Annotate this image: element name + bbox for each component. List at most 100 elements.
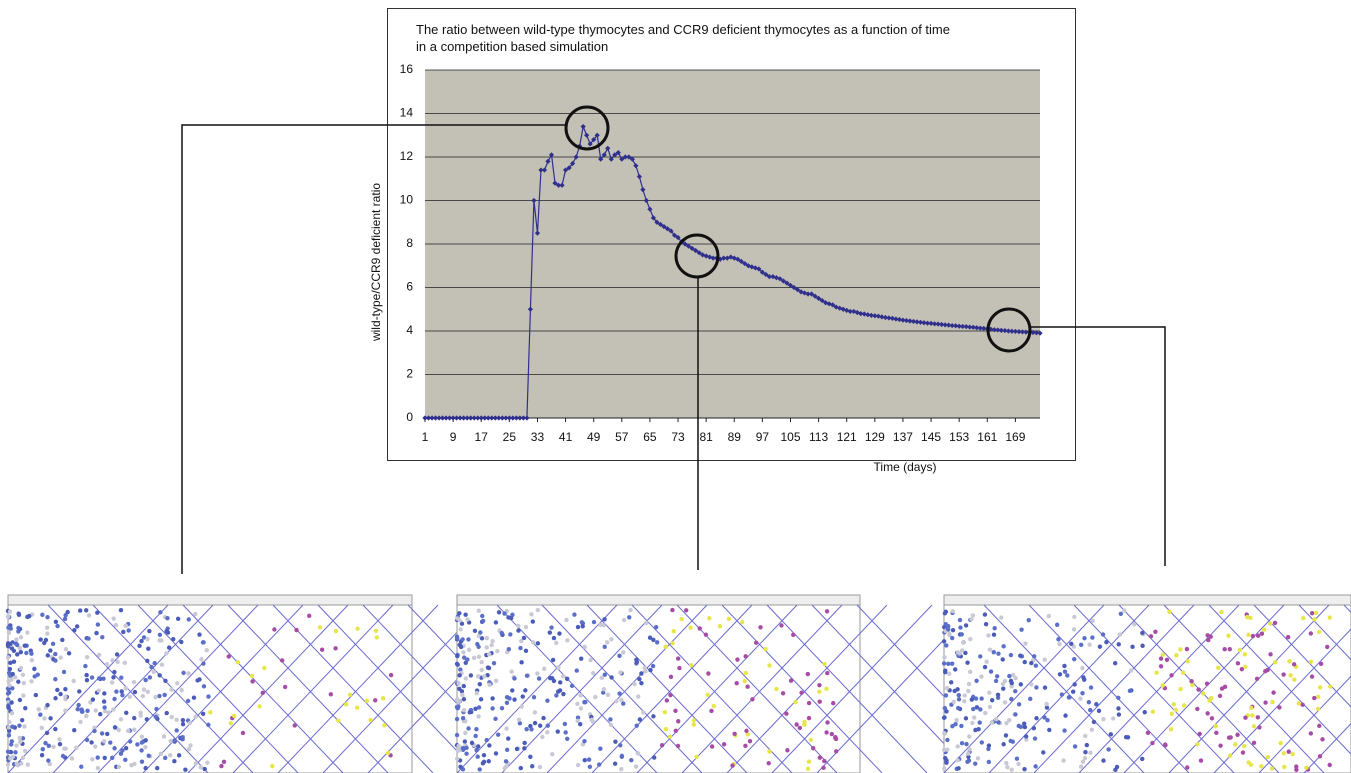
cell: [475, 674, 481, 679]
cell: [1018, 724, 1024, 730]
cell: [621, 650, 626, 655]
cell: [767, 663, 772, 668]
cell: [558, 680, 563, 685]
cell: [159, 662, 165, 667]
data-point: [953, 323, 959, 329]
cell: [675, 743, 681, 749]
cell: [824, 609, 830, 614]
vessel: [943, 604, 1105, 773]
cell: [1044, 705, 1050, 710]
data-point: [562, 167, 569, 173]
x-tick-label: 25: [503, 430, 517, 444]
cell: [949, 661, 955, 666]
cell: [555, 729, 560, 734]
cell: [979, 696, 984, 701]
cell: [22, 643, 27, 648]
data-point: [482, 415, 488, 421]
cell: [969, 617, 974, 622]
cell: [1116, 712, 1122, 717]
vessel: [1303, 722, 1351, 773]
cell: [601, 687, 607, 692]
cell: [163, 755, 168, 761]
cell: [48, 648, 53, 653]
cell: [742, 678, 747, 684]
cell: [11, 648, 17, 654]
cell: [1116, 706, 1121, 711]
cell: [1248, 705, 1254, 711]
cell: [7, 719, 12, 725]
cell: [1028, 696, 1033, 702]
cell: [1285, 635, 1291, 640]
snapshot: [454, 594, 1018, 773]
cell: [1196, 687, 1201, 692]
cell: [822, 758, 827, 764]
cell: [1233, 742, 1238, 747]
cell: [516, 623, 521, 628]
cell: [1081, 675, 1086, 680]
vessel: [1163, 604, 1325, 773]
cell: [27, 613, 32, 619]
cell: [1169, 711, 1175, 716]
cell: [141, 635, 147, 640]
cell: [486, 759, 491, 764]
cell: [993, 716, 999, 722]
cell: [347, 692, 353, 697]
data-point: [752, 265, 758, 271]
cell: [479, 636, 485, 641]
cell: [93, 744, 98, 749]
cell: [1251, 740, 1257, 746]
cell: [1178, 647, 1183, 652]
cell: [475, 754, 480, 759]
cell: [1316, 694, 1321, 700]
cell: [88, 700, 93, 705]
cell: [1164, 657, 1170, 663]
cell: [455, 636, 460, 641]
cell: [1167, 609, 1172, 614]
vessel: [1253, 604, 1351, 708]
cell: [499, 630, 504, 636]
cell: [240, 730, 246, 736]
cell: [1318, 661, 1324, 667]
cell: [1265, 667, 1270, 673]
cell: [958, 625, 963, 630]
y-tick-label: 16: [400, 62, 414, 76]
cell: [118, 717, 124, 722]
cell: [1016, 761, 1021, 767]
cell: [484, 737, 489, 743]
cell: [1022, 659, 1027, 665]
cell: [29, 679, 34, 684]
cell: [270, 763, 275, 769]
cell: [1096, 708, 1102, 714]
cell: [282, 684, 288, 690]
data-point: [872, 313, 878, 319]
data-point: [858, 311, 864, 317]
cell: [456, 704, 461, 709]
cell: [967, 669, 973, 675]
snapshot-frame: [456, 594, 861, 773]
cell: [1190, 682, 1195, 688]
cell: [151, 669, 156, 675]
data-point: [805, 291, 811, 297]
cell: [1114, 764, 1120, 770]
data-point: [506, 415, 512, 421]
cell: [1250, 633, 1256, 639]
cell: [11, 659, 17, 664]
cell: [745, 732, 750, 737]
data-point: [939, 321, 945, 328]
cell: [153, 694, 158, 700]
cell: [1062, 728, 1067, 733]
cell: [542, 666, 547, 671]
cell: [1168, 727, 1174, 732]
cell: [62, 746, 67, 751]
cell: [1082, 635, 1087, 641]
data-point: [450, 415, 456, 421]
cell: [7, 609, 13, 614]
cell: [486, 665, 492, 671]
cell: [1250, 713, 1255, 718]
cell: [609, 636, 614, 642]
cell: [1082, 756, 1088, 761]
cell: [810, 746, 816, 751]
data-point: [868, 312, 874, 318]
cell: [670, 607, 675, 613]
data-point: [1009, 328, 1015, 334]
